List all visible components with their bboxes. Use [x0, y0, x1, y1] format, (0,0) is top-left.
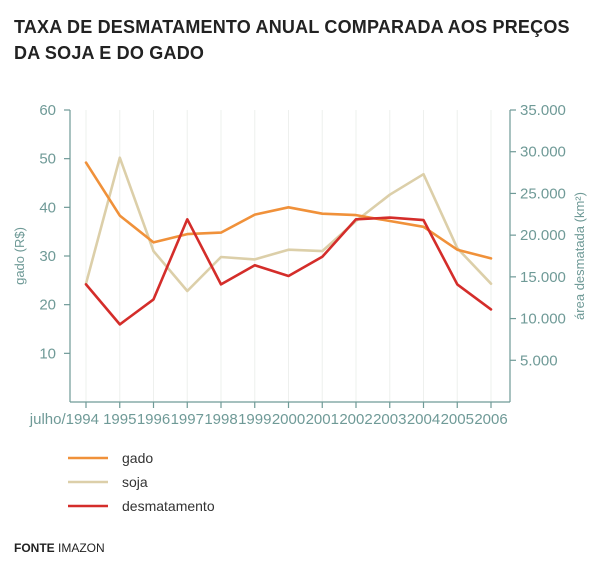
y-left-tick-label: 30 — [39, 248, 56, 265]
series-line-soja — [84, 156, 493, 293]
series — [84, 156, 493, 326]
y-left-tick-label: 50 — [39, 151, 56, 168]
chart-title: TAXA DE DESMATAMENTO ANUAL COMPARADA AOS… — [14, 17, 570, 63]
axes: gado (R$) área desmatada (km²) — [12, 110, 587, 403]
legend: gado soja desmatamento — [68, 450, 215, 514]
y-left-tick-label: 60 — [39, 102, 56, 119]
legend-label-soja: soja — [122, 474, 148, 490]
x-tick-label: 2004 — [407, 411, 440, 428]
y-right-tick-label: 20.000 — [520, 227, 566, 244]
y-left-tick-label: 10 — [39, 345, 56, 362]
source-label: FONTE — [14, 541, 55, 555]
y-right-tick-label: 10.000 — [520, 311, 566, 328]
x-tick-label: 2006 — [474, 411, 507, 428]
y-right-tick-label: 25.000 — [520, 185, 566, 202]
y-right-tick-label: 35.000 — [520, 102, 566, 119]
y-right-tick-label: 15.000 — [520, 269, 566, 286]
source-name: IMAZON — [58, 541, 105, 555]
x-tick-label: 2002 — [339, 411, 372, 428]
legend-label-desmatamento: desmatamento — [122, 498, 215, 514]
y-right-tick-label: 30.000 — [520, 144, 566, 161]
series-line-gado — [84, 161, 493, 260]
x-tick-label: julho/1994 — [29, 411, 99, 428]
y-left-tick-label: 40 — [39, 199, 56, 216]
gridlines — [85, 110, 492, 402]
legend-label-gado: gado — [122, 450, 153, 466]
x-tick-label: 1996 — [137, 411, 170, 428]
x-tick-label: 1995 — [103, 411, 136, 428]
series-line-desmatamento — [84, 216, 493, 326]
y-left-axis-label: gado (R$) — [12, 227, 27, 285]
x-tick-label: 1999 — [238, 411, 271, 428]
x-tick-label: 2005 — [441, 411, 474, 428]
x-tick-label: 1997 — [171, 411, 204, 428]
source-credit: FONTE IMAZON — [14, 541, 105, 555]
y-left-tick-label: 20 — [39, 297, 56, 314]
x-tick-label: 2003 — [373, 411, 406, 428]
ticks: 10 20 30 40 50 60 5.000 10.000 15.000 20.000 25.00… — [29, 102, 566, 428]
x-tick-label: 2000 — [272, 411, 305, 428]
y-right-tick-label: 5.000 — [520, 352, 558, 369]
y-right-axis-label: área desmatada (km²) — [572, 192, 587, 320]
x-tick-label: 1998 — [204, 411, 237, 428]
x-tick-label: 2001 — [306, 411, 339, 428]
